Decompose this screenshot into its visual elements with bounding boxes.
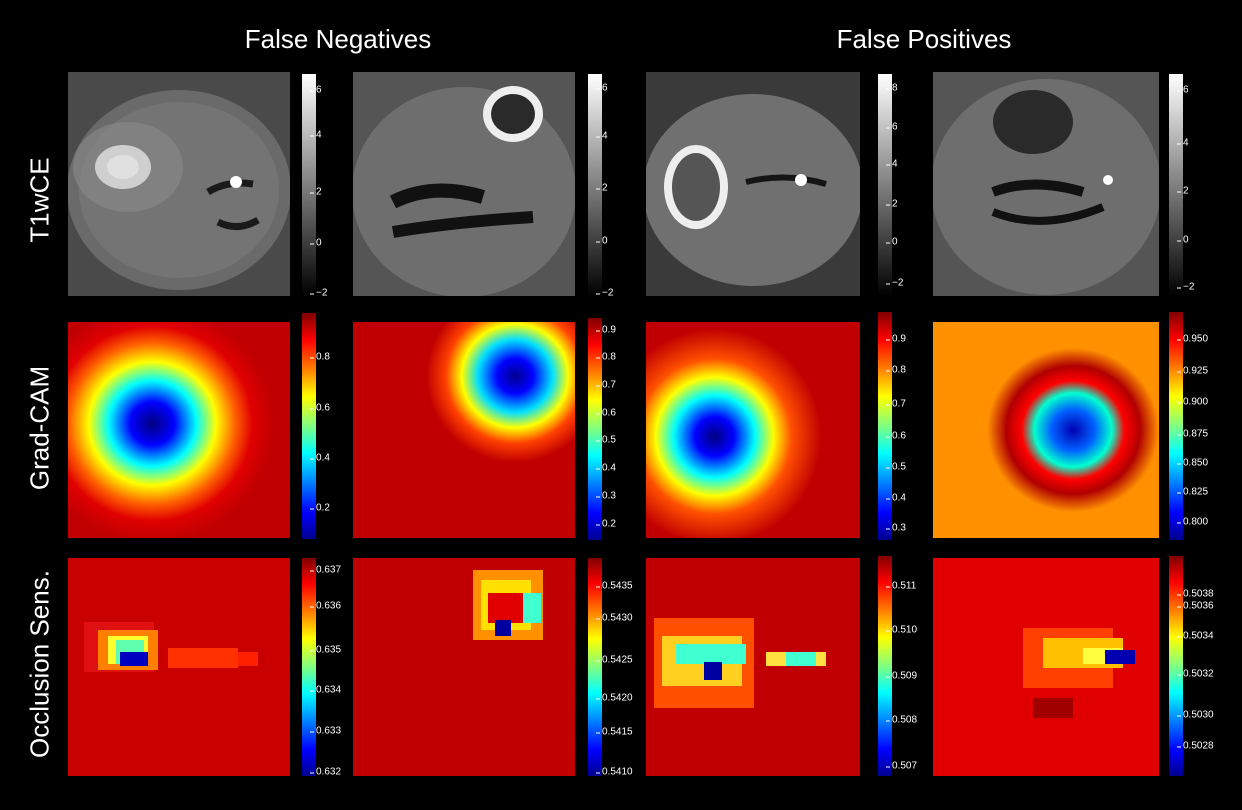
colorbar-tick-label: 0.7 xyxy=(886,398,906,410)
colorbar-tick-label: 0.8 xyxy=(886,364,906,376)
colorbar-tick-label: 0.5 xyxy=(886,461,906,473)
gradcam-fp1 xyxy=(646,322,860,538)
occlusion-fp2 xyxy=(933,558,1159,776)
colorbar-tick-label: 0.5425 xyxy=(596,654,633,666)
colorbar-tick-label: −2 xyxy=(1176,281,1195,293)
colorbar-tick-label: 0.5420 xyxy=(596,692,633,704)
mri-slice-fn2 xyxy=(353,72,575,296)
mri-slice-fn1 xyxy=(68,72,290,296)
colorbar-tick-label: 0.4 xyxy=(886,492,906,504)
colorbar-tick-label: 6 xyxy=(886,121,898,133)
colorbar-occlusion-fn1 xyxy=(302,558,316,776)
colorbar-tick-label: 0.2 xyxy=(596,518,616,530)
colorbar-tick-label: 0.509 xyxy=(885,670,918,682)
colorbar-gradcam-fn1 xyxy=(302,313,316,539)
colorbar-tick-label: 0.9 xyxy=(596,324,616,336)
colorbar-tick-label: −2 xyxy=(595,287,614,299)
colorbar-tick-label: 0.900 xyxy=(1176,396,1209,408)
colorbar-tick-label: 0.510 xyxy=(885,624,918,636)
colorbar-tick-label: 4 xyxy=(596,130,608,142)
colorbar-tick-label: 0.925 xyxy=(1176,365,1209,377)
colorbar-tick-label: 0.5030 xyxy=(1177,709,1214,721)
colorbar-tick-label: 2 xyxy=(1177,185,1189,197)
gradcam-fn1 xyxy=(68,322,290,538)
colorbar-tick-label: 0.507 xyxy=(885,760,918,772)
occlusion-fn1 xyxy=(68,558,290,776)
row-label-grad-cam: Grad-CAM xyxy=(24,365,55,491)
colorbar-tick-label: 2 xyxy=(886,198,898,210)
colorbar-tick-label: −2 xyxy=(885,277,904,289)
colorbar-tick-label: 0.636 xyxy=(309,600,342,612)
colorbar-tick-label: 8 xyxy=(886,82,898,94)
colorbar-tick-label: 0.5038 xyxy=(1177,588,1214,600)
colorbar-t1wce-fn1 xyxy=(302,74,316,296)
colorbar-tick-label: 0.825 xyxy=(1176,486,1209,498)
colorbar-tick-label: 0.637 xyxy=(309,564,342,576)
colorbar-tick-label: 4 xyxy=(1177,137,1189,149)
colorbar-tick-label: 0.7 xyxy=(596,379,616,391)
colorbar-tick-label: 0.4 xyxy=(310,452,330,464)
colorbar-tick-label: 0.800 xyxy=(1176,516,1209,528)
colorbar-t1wce-fn2 xyxy=(588,74,602,296)
colorbar-t1wce-fp1 xyxy=(878,74,892,296)
colorbar-tick-label: 2 xyxy=(596,182,608,194)
colorbar-tick-label: 6 xyxy=(596,82,608,94)
colorbar-tick-label: 0.5415 xyxy=(596,726,633,738)
colorbar-tick-label: 0.508 xyxy=(885,714,918,726)
colorbar-tick-label: 0.5034 xyxy=(1177,630,1214,642)
occlusion-fn2 xyxy=(353,558,575,776)
colorbar-tick-label: 0.8 xyxy=(310,351,330,363)
gradcam-fp2 xyxy=(933,322,1159,538)
gradcam-fn2 xyxy=(353,322,575,538)
column-header-false-negatives: False Negatives xyxy=(244,24,432,54)
colorbar-tick-label: 0.632 xyxy=(309,766,342,778)
colorbar-tick-label: 0.5032 xyxy=(1177,668,1214,680)
row-label-t1wce: T1wCE xyxy=(24,157,55,243)
row-label-occlusion-sensitivity: Occlusion Sens. xyxy=(24,570,55,758)
colorbar-gradcam-fp1 xyxy=(878,312,892,540)
colorbar-tick-label: 0.634 xyxy=(309,684,342,696)
colorbar-tick-label: 2 xyxy=(310,186,322,198)
colorbar-tick-label: 6 xyxy=(1177,84,1189,96)
colorbar-tick-label: 0.5435 xyxy=(596,580,633,592)
colorbar-tick-label: 0 xyxy=(310,237,322,249)
colorbar-tick-label: 0.8 xyxy=(596,351,616,363)
colorbar-tick-label: 0.950 xyxy=(1176,333,1209,345)
colorbar-tick-label: 0.633 xyxy=(309,725,342,737)
colorbar-tick-label: 0.875 xyxy=(1176,428,1209,440)
colorbar-tick-label: 0.5 xyxy=(596,434,616,446)
colorbar-t1wce-fp2 xyxy=(1169,74,1183,296)
colorbar-gradcam-fp2 xyxy=(1169,312,1183,540)
colorbar-tick-label: −2 xyxy=(309,287,328,299)
colorbar-tick-label: 4 xyxy=(310,129,322,141)
colorbar-tick-label: 0.5028 xyxy=(1177,740,1214,752)
colorbar-tick-label: 0.511 xyxy=(885,580,917,592)
colorbar-occlusion-fn2 xyxy=(588,558,602,776)
colorbar-occlusion-fp1 xyxy=(878,556,892,776)
colorbar-tick-label: 0.3 xyxy=(596,490,616,502)
column-header-false-positives: False Positives xyxy=(836,24,1012,54)
colorbar-tick-label: 0.2 xyxy=(310,502,330,514)
colorbar-tick-label: 0 xyxy=(596,235,608,247)
mri-slice-fp1 xyxy=(646,72,860,296)
colorbar-tick-label: 0.5430 xyxy=(596,612,633,624)
colorbar-tick-label: 0 xyxy=(886,236,898,248)
colorbar-tick-label: 6 xyxy=(310,84,322,96)
colorbar-tick-label: 0.6 xyxy=(310,402,330,414)
colorbar-tick-label: 0.635 xyxy=(309,644,342,656)
colorbar-gradcam-fn2 xyxy=(588,318,602,540)
colorbar-tick-label: 0.5410 xyxy=(596,766,633,778)
colorbar-tick-label: 4 xyxy=(886,158,898,170)
mri-slice-fp2 xyxy=(933,72,1159,296)
colorbar-occlusion-fp2 xyxy=(1169,556,1183,776)
colorbar-tick-label: 0.6 xyxy=(596,407,616,419)
colorbar-tick-label: 0.5036 xyxy=(1177,600,1214,612)
colorbar-tick-label: 0.4 xyxy=(596,462,616,474)
colorbar-tick-label: 0.850 xyxy=(1176,457,1209,469)
colorbar-tick-label: 0.3 xyxy=(886,522,906,534)
colorbar-tick-label: 0 xyxy=(1177,234,1189,246)
colorbar-tick-label: 0.9 xyxy=(886,333,906,345)
occlusion-fp1 xyxy=(646,558,860,776)
colorbar-tick-label: 0.6 xyxy=(886,430,906,442)
